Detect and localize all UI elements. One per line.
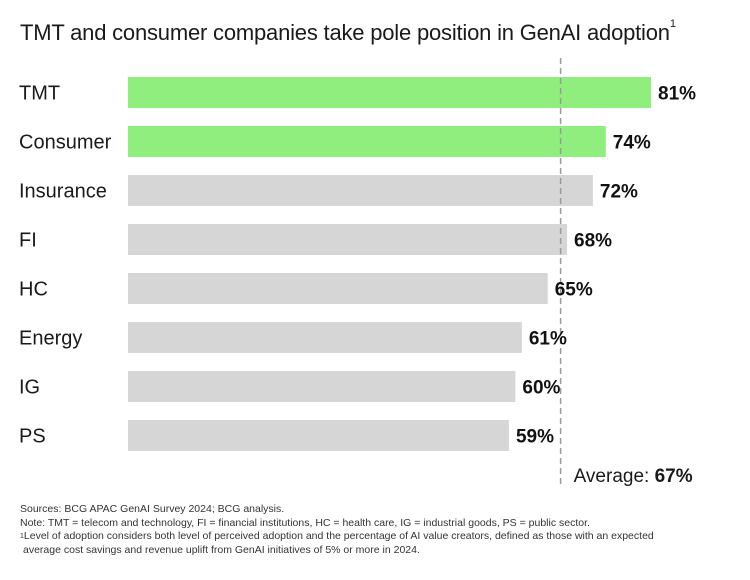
category-label-insurance: Insurance <box>19 181 107 203</box>
sources-note: Sources: BCG APAC GenAI Survey 2024; BCG… <box>20 503 285 515</box>
bar-ig <box>128 371 516 402</box>
chart-title: TMT and consumer companies take pole pos… <box>20 18 676 46</box>
value-label-fi: 68% <box>574 231 612 252</box>
category-label-hc: HC <box>19 279 48 301</box>
average-label-prefix: Average: <box>574 466 655 487</box>
footnote-line-1: 1Level of adoption considers both level … <box>20 530 740 544</box>
average-label-value: 67% <box>655 466 693 487</box>
category-label-tmt: TMT <box>19 83 60 105</box>
category-label-consumer: Consumer <box>19 132 112 154</box>
abbreviations-note: Note: TMT = telecom and technology, FI =… <box>20 516 590 529</box>
bar-consumer <box>128 126 606 157</box>
value-label-consumer: 74% <box>613 133 651 154</box>
chart-footer: Sources: BCG APAC GenAI Survey 2024; BCG… <box>20 503 740 557</box>
category-label-energy: Energy <box>19 328 82 350</box>
bar-energy <box>128 322 522 353</box>
bar-tmt <box>128 77 651 108</box>
title-footnote-mark: 1 <box>669 18 676 30</box>
chart-title-text: TMT and consumer companies take pole pos… <box>20 20 670 45</box>
category-label-ps: PS <box>19 426 46 448</box>
category-label-ig: IG <box>19 377 40 399</box>
bar-hc <box>128 273 548 304</box>
value-label-tmt: 81% <box>658 84 696 105</box>
footnote-line-2: average cost savings and revenue uplift … <box>23 543 420 556</box>
bar-chart: TMT Consumer Insurance FI HC Energy IG PS 81% 74%… <box>19 58 696 488</box>
footnote-text-1: Level of adoption considers both level o… <box>23 530 654 542</box>
average-label: Average: 67% <box>574 466 693 487</box>
value-label-energy: 61% <box>529 329 567 350</box>
value-label-hc: 65% <box>555 280 593 301</box>
value-label-ig: 60% <box>522 378 560 399</box>
bar-insurance <box>128 175 593 206</box>
value-label-insurance: 72% <box>600 182 638 203</box>
value-label-ps: 59% <box>516 427 554 448</box>
category-label-fi: FI <box>19 230 37 252</box>
footnote-mark: 1 <box>20 533 24 540</box>
bar-fi <box>128 224 568 255</box>
bar-ps <box>128 420 509 451</box>
